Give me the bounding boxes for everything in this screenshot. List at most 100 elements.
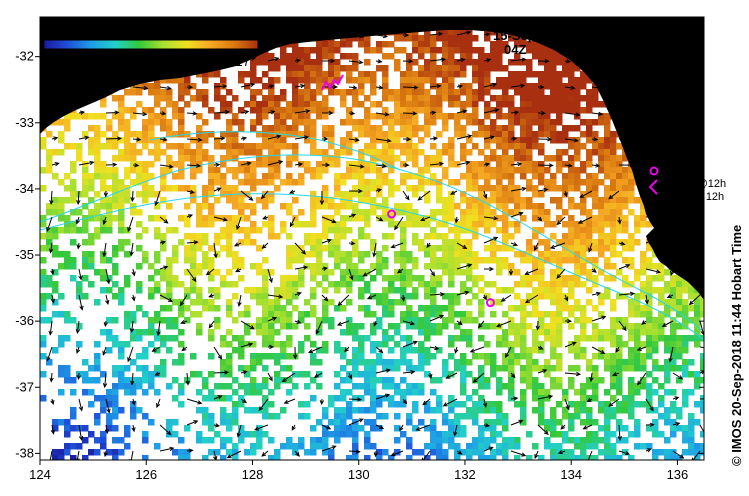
sst-pixel	[532, 257, 539, 264]
sst-pixel	[202, 251, 209, 258]
sst-pixel	[592, 383, 599, 390]
sst-pixel	[484, 101, 491, 108]
sst-pixel	[382, 413, 389, 420]
sst-pixel	[238, 125, 245, 132]
sst-pixel	[580, 119, 587, 126]
sst-pixel	[364, 419, 371, 426]
sst-pixel	[520, 41, 527, 48]
sst-pixel	[604, 431, 611, 438]
sst-pixel	[250, 125, 257, 132]
sst-pixel	[682, 311, 689, 318]
sst-pixel	[346, 131, 353, 138]
sst-pixel	[442, 449, 449, 456]
sst-pixel	[196, 89, 203, 96]
sst-pixel	[280, 119, 287, 126]
sst-pixel	[118, 287, 125, 294]
sst-pixel	[322, 305, 329, 312]
sst-pixel	[106, 389, 113, 396]
sst-pixel	[352, 329, 359, 336]
sst-pixel	[64, 113, 71, 120]
sst-pixel	[178, 383, 185, 390]
sst-pixel	[694, 305, 701, 312]
sst-pixel	[484, 341, 491, 348]
sst-pixel	[178, 173, 185, 180]
sst-pixel	[358, 407, 365, 414]
sst-pixel	[136, 335, 143, 342]
sst-pixel	[424, 167, 431, 174]
sst-pixel	[238, 437, 245, 444]
current-vector	[102, 242, 107, 258]
sst-pixel	[292, 113, 299, 120]
sst-pixel	[430, 95, 437, 102]
sst-pixel	[64, 335, 71, 342]
sst-pixel	[334, 77, 341, 84]
sst-pixel	[388, 143, 395, 150]
sst-pixel	[94, 173, 101, 180]
sst-pixel	[424, 221, 431, 228]
sst-pixel	[508, 107, 515, 114]
sst-pixel	[538, 209, 545, 216]
sst-pixel	[424, 65, 431, 72]
sst-pixel	[352, 425, 359, 432]
sst-pixel	[190, 269, 197, 276]
sst-pixel	[556, 161, 563, 168]
sst-pixel	[598, 167, 605, 174]
sst-pixel	[568, 293, 575, 300]
sst-pixel	[532, 215, 539, 222]
current-vector	[131, 294, 136, 302]
sst-pixel	[550, 77, 557, 84]
sst-pixel	[454, 257, 461, 264]
sst-pixel	[328, 221, 335, 228]
current-vector	[672, 82, 689, 88]
sst-pixel	[604, 419, 611, 426]
sst-pixel	[442, 149, 449, 156]
sst-pixel	[286, 41, 293, 48]
sst-pixel	[526, 371, 533, 378]
sst-pixel	[658, 413, 665, 420]
current-vector	[102, 216, 107, 225]
sst-pixel	[262, 53, 269, 60]
sst-pixel	[658, 263, 665, 270]
sst-pixel	[274, 155, 281, 162]
current-vector	[645, 190, 650, 197]
sst-pixel	[382, 41, 389, 48]
sst-pixel	[94, 137, 101, 144]
sst-pixel	[202, 305, 209, 312]
sst-pixel	[616, 239, 623, 246]
sst-pixel	[628, 365, 635, 372]
sst-pixel	[676, 299, 683, 306]
sst-pixel	[580, 419, 587, 426]
sst-pixel	[100, 395, 107, 402]
sst-pixel	[340, 227, 347, 234]
sst-pixel	[412, 59, 419, 66]
sst-pixel	[268, 227, 275, 234]
sst-pixel	[556, 149, 563, 156]
sst-pixel	[322, 47, 329, 54]
sst-pixel	[340, 425, 347, 432]
sst-pixel	[172, 77, 179, 84]
sst-pixel	[358, 101, 365, 108]
sst-pixel	[598, 311, 605, 318]
sst-pixel	[364, 305, 371, 312]
sst-pixel	[628, 167, 635, 174]
sst-pixel	[334, 245, 341, 252]
sst-pixel	[622, 281, 629, 288]
sst-pixel	[292, 251, 299, 258]
sst-pixel	[88, 257, 95, 264]
sst-pixel	[58, 419, 65, 426]
sst-pixel	[274, 173, 281, 180]
sst-pixel	[334, 257, 341, 264]
sst-pixel	[592, 437, 599, 444]
sst-pixel	[292, 221, 299, 228]
sst-pixel	[454, 251, 461, 258]
sst-pixel	[454, 35, 461, 42]
sst-pixel	[202, 377, 209, 384]
current-vector	[186, 137, 203, 143]
sst-pixel	[460, 191, 467, 198]
sst-pixel	[268, 59, 275, 66]
sst-pixel	[142, 83, 149, 90]
sst-pixel	[484, 359, 491, 366]
sst-pixel	[460, 173, 467, 180]
sst-pixel	[490, 221, 497, 228]
sst-pixel	[88, 143, 95, 150]
